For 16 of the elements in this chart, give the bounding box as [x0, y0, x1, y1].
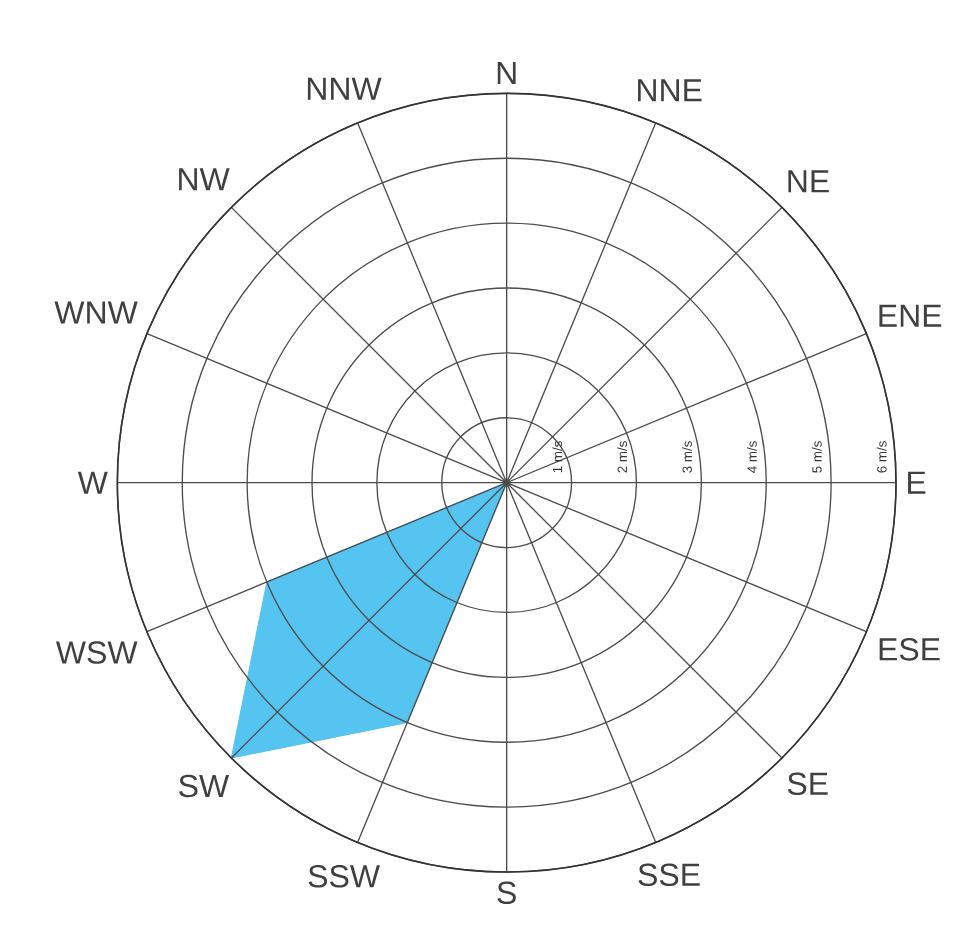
spoke-label: WSW — [55, 641, 138, 664]
spoke-label: E — [908, 471, 926, 494]
spoke-label: SSE — [638, 863, 700, 887]
spoke-label: NW — [179, 168, 230, 191]
spoke-label: ENE — [879, 304, 942, 327]
spoke-label: W — [77, 471, 108, 494]
spoke-label: WNW — [54, 301, 138, 324]
spoke-label: SE — [787, 772, 828, 796]
spoke-label: NNE — [638, 79, 702, 102]
spoke-label: S — [497, 881, 516, 905]
spoke-label: ESE — [879, 638, 940, 661]
spoke-label: SW — [179, 774, 230, 798]
spoke-label: NNW — [307, 77, 382, 100]
spoke-label: SSW — [308, 864, 380, 888]
spoke-label: N — [497, 61, 516, 84]
spoke-label: NE — [788, 170, 829, 193]
